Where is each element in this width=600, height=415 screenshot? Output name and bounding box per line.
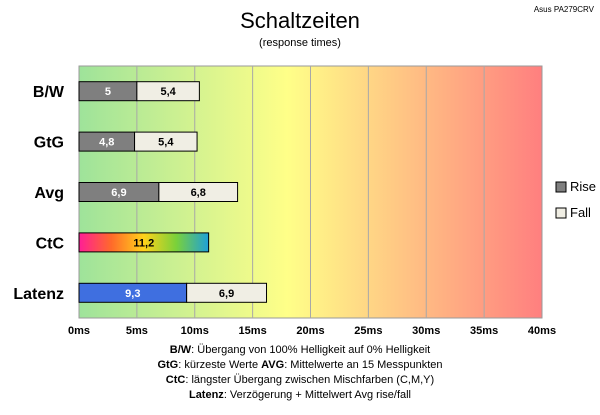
bar-fall-label: 6,9 (219, 288, 234, 300)
bar-fall (158, 182, 239, 202)
bar-rise (78, 232, 210, 253)
gridlines (136, 66, 485, 318)
category-label: Avg (34, 185, 64, 202)
bar-fall-label: 6,8 (191, 187, 206, 199)
category-label: Latenz (13, 286, 64, 303)
footnote-part: Latenz (189, 389, 224, 401)
footnote-line: B/W: Übergang von 100% Helligkeit auf 0%… (170, 344, 430, 356)
chart-subtitle: (response times) (259, 37, 341, 49)
category-labels: B/W GtG Avg CtC Latenz (13, 84, 65, 303)
bar-fall (134, 131, 198, 152)
x-tick-label: 10ms (181, 325, 209, 337)
bar-rise-label: 4,8 (99, 137, 114, 149)
footnote-line: Latenz: Verzögerung + Mittelwert Avg ris… (189, 389, 411, 401)
x-tick-label: 35ms (470, 325, 498, 337)
category-label: CtC (36, 235, 65, 252)
category-label: GtG (34, 135, 64, 152)
bar-fall (186, 282, 268, 303)
footnotes: B/W: Übergang von 100% Helligkeit auf 0%… (157, 344, 442, 401)
x-tick-label: 30ms (412, 325, 440, 337)
footnote-part: : längster Übergang zwischen Mischfarben… (185, 374, 434, 386)
bar-rise-label: 5 (105, 86, 111, 98)
bar-fall-label: 5,4 (160, 86, 176, 98)
footnote-part: : Übergang von 100% Helligkeit auf 0% He… (191, 344, 430, 356)
footnote-part: : Mittelwerte an 15 Messpunkten (284, 359, 442, 371)
bars: 5 5,4 4,8 5,4 6,9 6,8 11,2 9,3 6,9 (78, 81, 268, 303)
legend-swatch-fall (555, 207, 567, 219)
footnote-part: : Verzögerung + Mittelwert Avg rise/fall (224, 389, 411, 401)
chart-title: Schaltzeiten (240, 8, 360, 33)
bar-rise-label: 11,2 (133, 237, 154, 249)
bar-rise-label: 6,9 (111, 187, 126, 199)
footnote-part: : kürzeste Werte (178, 359, 261, 371)
x-tick-label: 20ms (296, 325, 324, 337)
legend-label-fall: Fall (570, 205, 591, 220)
footnote-line: CtC: längster Übergang zwischen Mischfar… (166, 374, 434, 386)
x-tick-labels: 0ms 5ms 10ms 15ms 20ms 25ms 30ms 35ms 40ms (68, 325, 556, 337)
bar-fall-label: 5,4 (158, 137, 174, 149)
footnote-part: GtG (157, 359, 178, 371)
monitor-model-label: Asus PA279CRV (534, 5, 595, 14)
legend-swatch-rise (555, 181, 567, 193)
footnote-line: GtG: kürzeste Werte AVG: Mittelwerte an … (157, 359, 442, 371)
x-tick-label: 0ms (68, 325, 90, 337)
x-tick-label: 40ms (528, 325, 556, 337)
footnote-part: CtC (166, 374, 186, 386)
legend-label-rise: Rise (570, 179, 596, 194)
footnote-part: B/W (170, 344, 192, 356)
x-tick-label: 5ms (126, 325, 148, 337)
footnote-part: AVG (261, 359, 284, 371)
bar-fall (136, 81, 200, 102)
legend: Rise Fall (555, 179, 596, 220)
category-label: B/W (33, 84, 65, 101)
bar-rise-label: 9,3 (125, 288, 140, 300)
x-tick-label: 15ms (239, 325, 267, 337)
x-tick-label: 25ms (354, 325, 382, 337)
